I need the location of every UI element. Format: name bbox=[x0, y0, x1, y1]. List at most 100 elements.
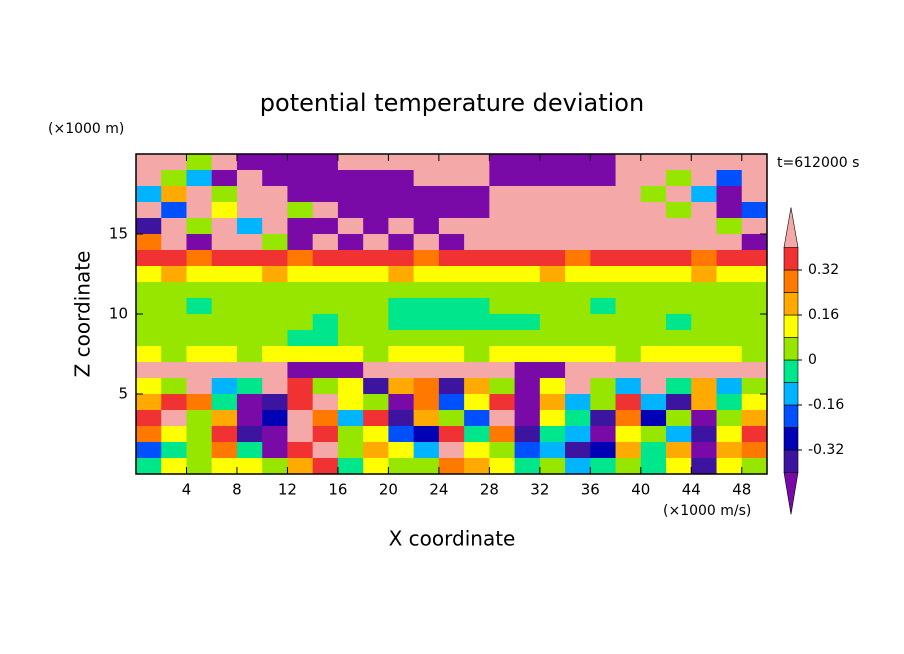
contour-cell bbox=[666, 442, 692, 459]
contour-cell bbox=[464, 442, 490, 459]
contour-cell bbox=[615, 458, 642, 475]
contour-cell bbox=[186, 266, 213, 283]
contour-cell bbox=[186, 362, 213, 379]
contour-cell bbox=[539, 458, 566, 475]
contour-cell bbox=[666, 362, 692, 379]
contour-cell bbox=[691, 186, 718, 203]
contour-cell bbox=[464, 250, 490, 267]
contour-cell bbox=[388, 442, 415, 459]
contour-cell bbox=[590, 234, 617, 251]
contour-cell bbox=[262, 234, 288, 251]
contour-cell bbox=[464, 378, 490, 395]
contour-cell bbox=[161, 442, 187, 459]
contour-cell bbox=[413, 202, 440, 219]
contour-cell bbox=[262, 362, 288, 379]
contour-cell bbox=[388, 426, 415, 443]
contour-cell bbox=[211, 170, 238, 187]
contour-cell bbox=[161, 186, 187, 203]
contour-cell bbox=[287, 458, 314, 475]
contour-cell bbox=[136, 218, 162, 235]
contour-cell bbox=[565, 170, 591, 187]
contour-cell bbox=[363, 218, 389, 235]
contour-cell bbox=[413, 298, 440, 315]
contour-cell bbox=[590, 458, 617, 475]
contour-cell bbox=[590, 442, 617, 459]
contour-cell bbox=[186, 282, 213, 299]
contour-cell bbox=[438, 410, 465, 427]
colorbar-band bbox=[783, 427, 799, 451]
x-axis-label: X coordinate bbox=[389, 527, 516, 551]
contour-cell bbox=[363, 330, 389, 347]
contour-cell bbox=[514, 378, 541, 395]
contour-cell bbox=[262, 218, 288, 235]
contour-cell bbox=[590, 186, 617, 203]
contour-cell bbox=[615, 442, 642, 459]
contour-cell bbox=[716, 266, 743, 283]
contour-cell bbox=[464, 202, 490, 219]
contour-cell bbox=[464, 394, 490, 411]
contour-cell bbox=[464, 282, 490, 299]
y-tick-label: 10 bbox=[109, 305, 128, 323]
contour-cell bbox=[262, 458, 288, 475]
contour-cell bbox=[438, 426, 465, 443]
contour-cell bbox=[741, 186, 768, 203]
contour-cell bbox=[413, 378, 440, 395]
contour-cell bbox=[590, 378, 617, 395]
contour-cell bbox=[262, 186, 288, 203]
contour-cell bbox=[716, 426, 743, 443]
contour-cell bbox=[489, 378, 516, 395]
x-tick-label: 24 bbox=[429, 481, 448, 499]
contour-cell bbox=[287, 250, 314, 267]
contour-cell bbox=[161, 362, 187, 379]
contour-cell bbox=[337, 394, 364, 411]
contour-cell bbox=[413, 426, 440, 443]
contour-cell bbox=[615, 218, 642, 235]
contour-cell bbox=[287, 346, 314, 363]
contour-cell bbox=[211, 426, 238, 443]
contour-cell bbox=[136, 410, 162, 427]
contour-cell bbox=[211, 314, 238, 331]
contour-cell bbox=[716, 394, 743, 411]
contour-cell bbox=[186, 458, 213, 475]
contour-cell bbox=[539, 170, 566, 187]
contour-cell bbox=[539, 362, 566, 379]
contour-cell bbox=[236, 362, 263, 379]
contour-cell bbox=[136, 250, 162, 267]
contour-cell bbox=[590, 330, 617, 347]
contour-cell bbox=[186, 378, 213, 395]
colorbar-band bbox=[783, 359, 799, 383]
contour-cell bbox=[211, 378, 238, 395]
contour-cell bbox=[312, 394, 339, 411]
contour-cell bbox=[363, 394, 389, 411]
x-tick-label: 8 bbox=[232, 481, 242, 499]
contour-cell bbox=[565, 186, 591, 203]
contour-cell bbox=[666, 394, 692, 411]
contour-cell bbox=[666, 154, 692, 171]
contour-cell bbox=[186, 346, 213, 363]
contour-cell bbox=[691, 330, 718, 347]
contour-cell bbox=[312, 458, 339, 475]
contour-cell bbox=[186, 314, 213, 331]
contour-cell bbox=[666, 378, 692, 395]
contour-cell bbox=[186, 330, 213, 347]
contour-cell bbox=[287, 314, 314, 331]
contour-cell bbox=[388, 266, 415, 283]
contour-cell bbox=[312, 410, 339, 427]
contour-cell bbox=[514, 282, 541, 299]
contour-cell bbox=[262, 410, 288, 427]
contour-cell bbox=[262, 442, 288, 459]
contour-cell bbox=[312, 442, 339, 459]
contour-cell bbox=[337, 442, 364, 459]
contour-cell bbox=[161, 426, 187, 443]
contour-cell bbox=[413, 346, 440, 363]
contour-cell bbox=[640, 442, 667, 459]
contour-cell bbox=[716, 170, 743, 187]
contour-cell bbox=[337, 170, 364, 187]
contour-cell bbox=[262, 250, 288, 267]
x-tick-label: 12 bbox=[278, 481, 297, 499]
contour-cell bbox=[337, 218, 364, 235]
contour-cell bbox=[691, 410, 718, 427]
contour-cell bbox=[236, 154, 263, 171]
colorbar-band bbox=[783, 314, 799, 338]
contour-cell bbox=[312, 234, 339, 251]
